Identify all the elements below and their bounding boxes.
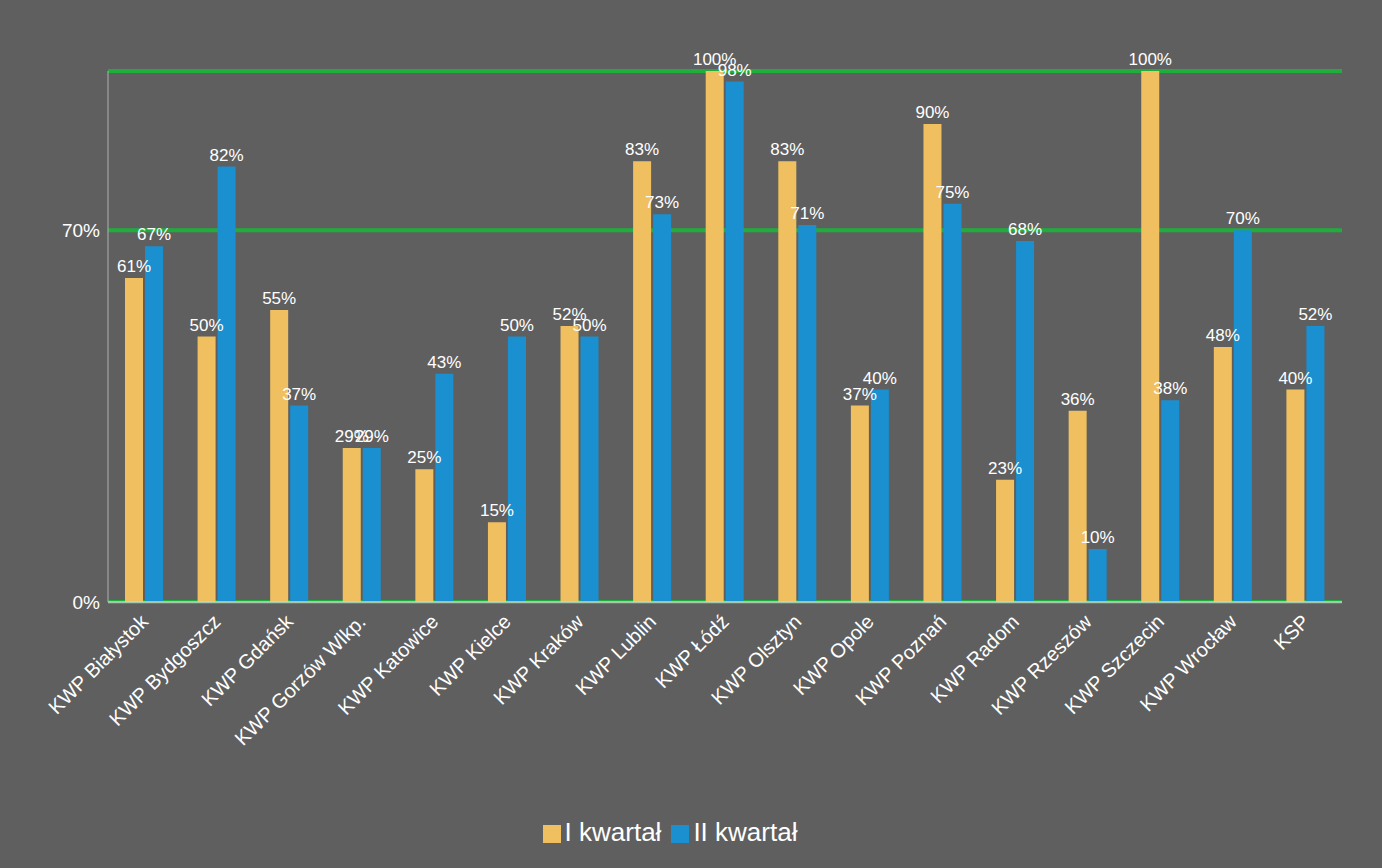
- svg-text:KWP Opole: KWP Opole: [788, 610, 878, 700]
- svg-text:KWP Radom: KWP Radom: [926, 610, 1024, 708]
- svg-text:KWP Gdańsk: KWP Gdańsk: [197, 610, 298, 711]
- svg-text:15%: 15%: [480, 501, 514, 520]
- svg-text:50%: 50%: [573, 316, 607, 335]
- svg-text:38%: 38%: [1153, 379, 1187, 398]
- svg-text:83%: 83%: [770, 140, 804, 159]
- svg-text:98%: 98%: [718, 61, 752, 80]
- svg-text:KWP Katowice: KWP Katowice: [334, 610, 443, 719]
- svg-text:48%: 48%: [1206, 326, 1240, 345]
- svg-text:KWP Olsztyn: KWP Olsztyn: [707, 610, 806, 709]
- svg-text:29%: 29%: [334, 427, 369, 446]
- svg-text:70%: 70%: [62, 220, 100, 241]
- svg-text:40%: 40%: [1278, 369, 1312, 388]
- svg-text:50%: 50%: [190, 316, 224, 335]
- svg-text:KWP Łódź: KWP Łódź: [650, 610, 733, 693]
- svg-text:37%: 37%: [842, 384, 877, 404]
- svg-text:KWP Poznań: KWP Poznań: [851, 610, 951, 710]
- svg-text:43%: 43%: [427, 353, 461, 372]
- html-text:I kwartał: I kwartał: [564, 817, 662, 847]
- svg-text:36%: 36%: [1061, 390, 1095, 409]
- svg-text:KWP Szczecin: KWP Szczecin: [1060, 610, 1169, 719]
- svg-text:100%: 100%: [693, 50, 737, 69]
- svg-text:KSP: KSP: [1270, 610, 1314, 654]
- svg-text:23%: 23%: [988, 459, 1022, 478]
- svg-text:KWP Bydgoszcz: KWP Bydgoszcz: [105, 610, 225, 730]
- svg-text:52%: 52%: [1298, 305, 1332, 324]
- svg-text:KWP Rzeszów: KWP Rzeszów: [986, 610, 1096, 719]
- svg-text:KWP Kielce: KWP Kielce: [425, 610, 515, 701]
- svg-text:KWP Lublin: KWP Lublin: [571, 610, 660, 699]
- svg-text:10%: 10%: [1081, 528, 1115, 547]
- svg-text:50%: 50%: [500, 316, 534, 335]
- svg-text:73%: 73%: [645, 193, 679, 212]
- svg-text:55%: 55%: [262, 289, 296, 308]
- html-text:II kwartał: II kwartał: [693, 817, 798, 847]
- svg-text:75%: 75%: [935, 183, 969, 202]
- svg-text:70%: 70%: [1226, 209, 1260, 228]
- svg-text:29%: 29%: [355, 427, 389, 446]
- svg-text:82%: 82%: [210, 146, 244, 165]
- svg-text:71%: 71%: [790, 204, 824, 223]
- svg-text:68%: 68%: [1008, 220, 1042, 239]
- svg-text:100%: 100%: [1128, 50, 1171, 69]
- svg-text:KWP Gorzów Wlkp.: KWP Gorzów Wlkp.: [230, 610, 369, 749]
- svg-text:KWP Białystok: KWP Białystok: [44, 610, 153, 719]
- svg-text:90%: 90%: [915, 103, 949, 122]
- svg-text:0%: 0%: [73, 592, 101, 613]
- svg-text:25%: 25%: [407, 448, 441, 467]
- svg-text:KWP Wrocław: KWP Wrocław: [1135, 610, 1241, 716]
- svg-text:61%: 61%: [117, 257, 151, 276]
- svg-text:67%: 67%: [137, 225, 171, 244]
- svg-text:KWP Kraków: KWP Kraków: [489, 610, 588, 709]
- svg-text:52%: 52%: [552, 304, 587, 324]
- svg-text:83%: 83%: [625, 140, 659, 159]
- svg-text:40%: 40%: [863, 369, 897, 388]
- svg-text:37%: 37%: [282, 385, 316, 404]
